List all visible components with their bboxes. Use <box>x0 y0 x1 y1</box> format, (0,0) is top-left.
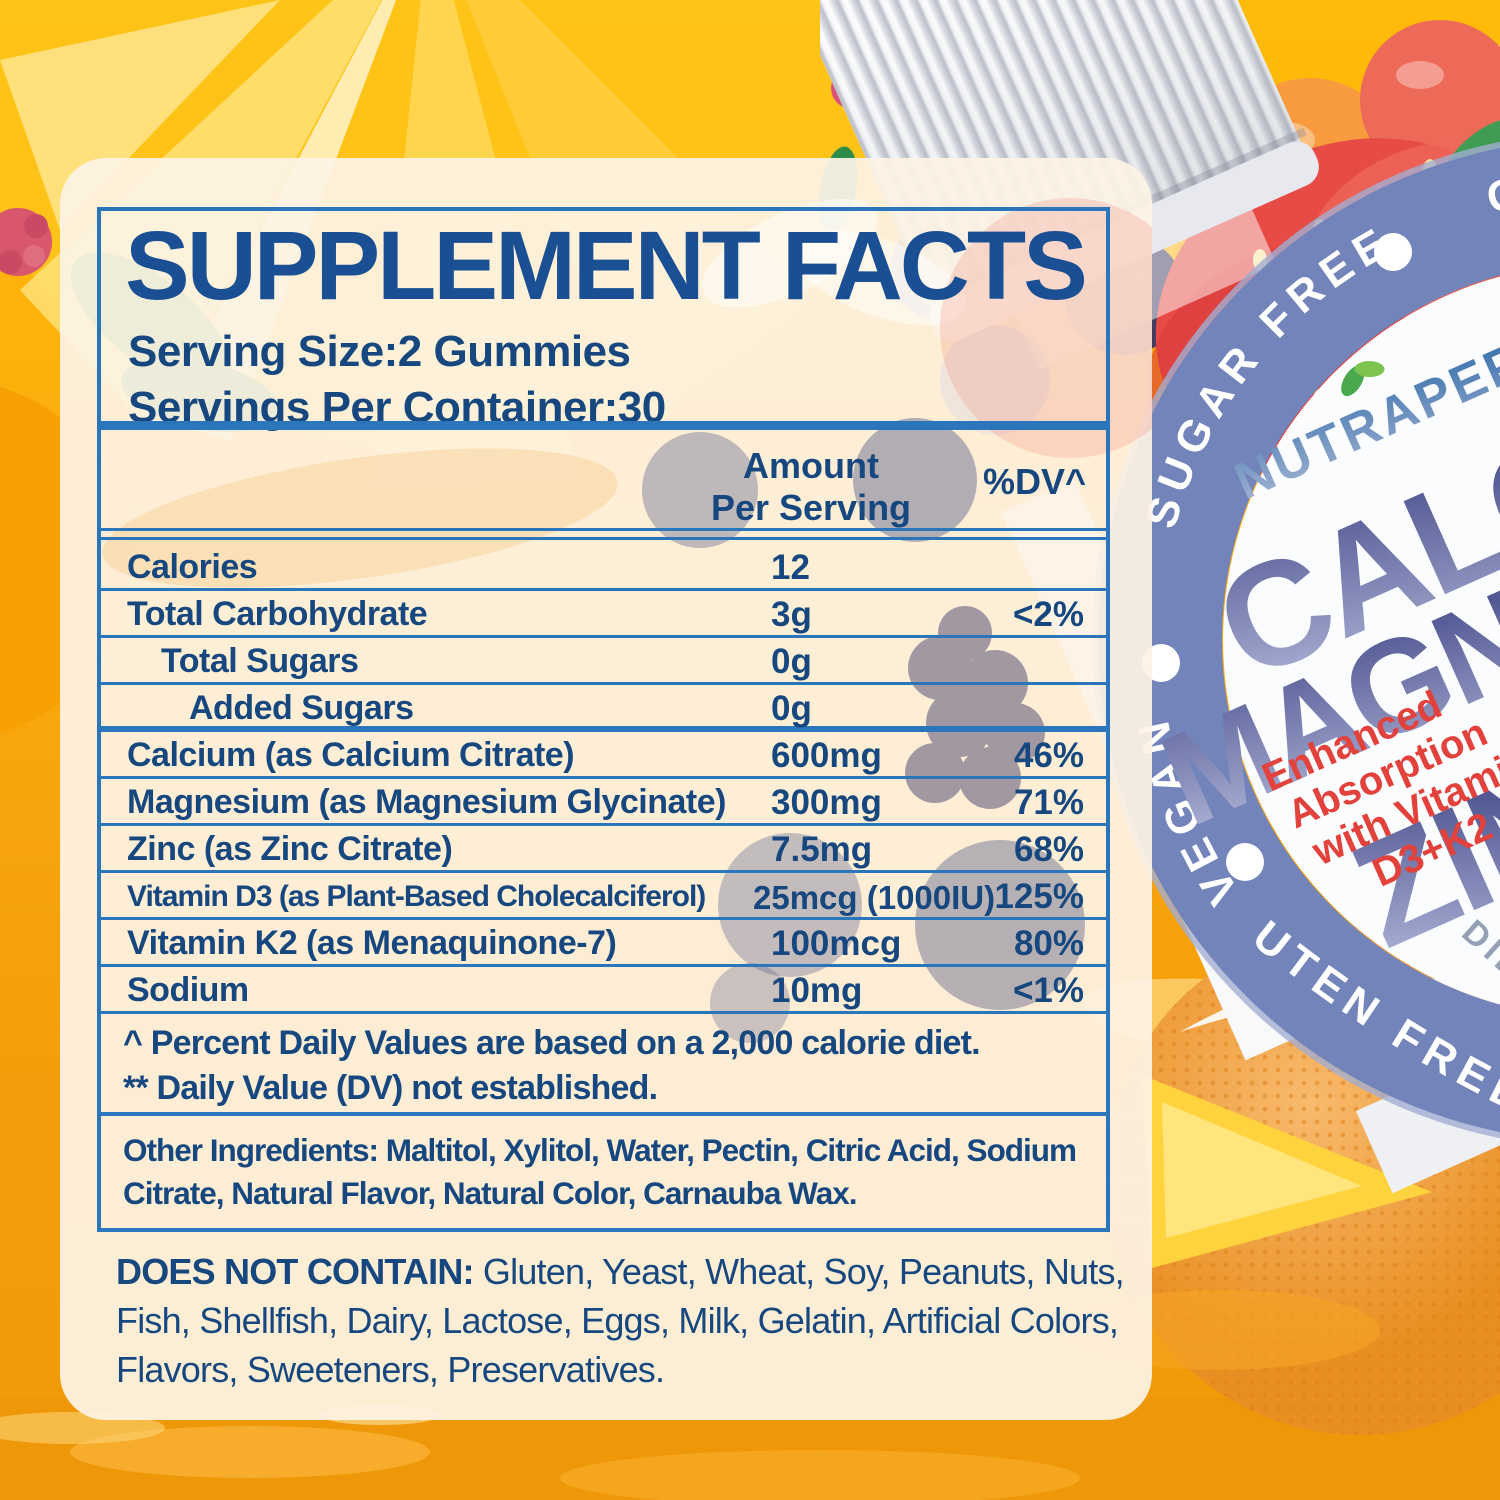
supplement-facts-title: SUPPLEMENT FACTS <box>125 211 1088 320</box>
table-row: Calcium (as Calcium Citrate) 600mg 46% <box>101 732 1106 779</box>
strawberry-tint <box>940 198 1152 458</box>
blueberry <box>642 432 758 548</box>
table-row: Sodium 10mg <1% <box>101 967 1106 1014</box>
table-row: Vitamin D3 (as Plant-Based Cholecalcifer… <box>101 873 1106 920</box>
footnotes: ^ Percent Daily Values are based on a 2,… <box>123 1021 1092 1111</box>
other-ingredients-label: Other Ingredients: <box>123 1132 379 1168</box>
column-header-dv: %DV^ <box>982 461 1086 502</box>
supplement-facts-box: SUPPLEMENT FACTS Serving Size:2 Gummies … <box>97 207 1110 1232</box>
table-row: Added Sugars 0g <box>101 685 1106 732</box>
header-divider-bar <box>101 421 1106 430</box>
does-not-contain-list: Gluten, Yeast, Wheat, Soy, Peanuts, Nuts… <box>116 1251 1125 1390</box>
leaf-icon <box>1354 361 1385 378</box>
juice-highlight <box>70 1426 430 1478</box>
column-header-amount: Amount Per Serving <box>710 445 912 529</box>
panel-background-art <box>102 198 1152 1043</box>
table-row: Vitamin K2 (as Menaquinone-7) 100mcg 80% <box>101 920 1106 967</box>
divider <box>101 1112 1106 1116</box>
table-row: Magnesium (as Magnesium Glycinate) 300mg… <box>101 779 1106 826</box>
bottle-bottom <box>1355 976 1500 1194</box>
table-row: Total Carbohydrate 3g <2% <box>101 591 1106 638</box>
label-center <box>1223 276 1500 1004</box>
table-row: Total Sugars 0g <box>101 638 1106 685</box>
blueberry <box>853 418 977 542</box>
other-ingredients: Other Ingredients: Maltitol, Xylitol, Wa… <box>123 1129 1094 1215</box>
does-not-contain-label: DOES NOT CONTAIN: <box>116 1251 475 1292</box>
divider <box>101 528 1106 531</box>
table-row: Calories 12 <box>101 544 1106 591</box>
blueberry <box>718 833 862 977</box>
other-ingredients-list: Maltitol, Xylitol, Water, Pectin, Citric… <box>123 1132 1077 1211</box>
ring-dot <box>1226 843 1264 881</box>
does-not-contain: DOES NOT CONTAIN: Gluten, Yeast, Wheat, … <box>116 1248 1126 1395</box>
divider <box>101 537 1106 540</box>
ring-dot <box>1374 233 1412 271</box>
footnote-dv: ^ Percent Daily Values are based on a 2,… <box>123 1024 981 1062</box>
badge-ring <box>1098 148 1500 1132</box>
nutrient-table: Calories 12 Total Carbohydrate 3g <2% To… <box>101 544 1106 1014</box>
serving-size: Serving Size:2 Gummies <box>128 327 631 376</box>
table-row: Zinc (as Zinc Citrate) 7.5mg 68% <box>101 826 1106 873</box>
footnote-not-established: ** Daily Value (DV) not established. <box>123 1068 658 1107</box>
blueberry <box>915 840 1085 1010</box>
supplement-facts-panel: SUPPLEMENT FACTS Serving Size:2 Gummies … <box>60 158 1152 1420</box>
